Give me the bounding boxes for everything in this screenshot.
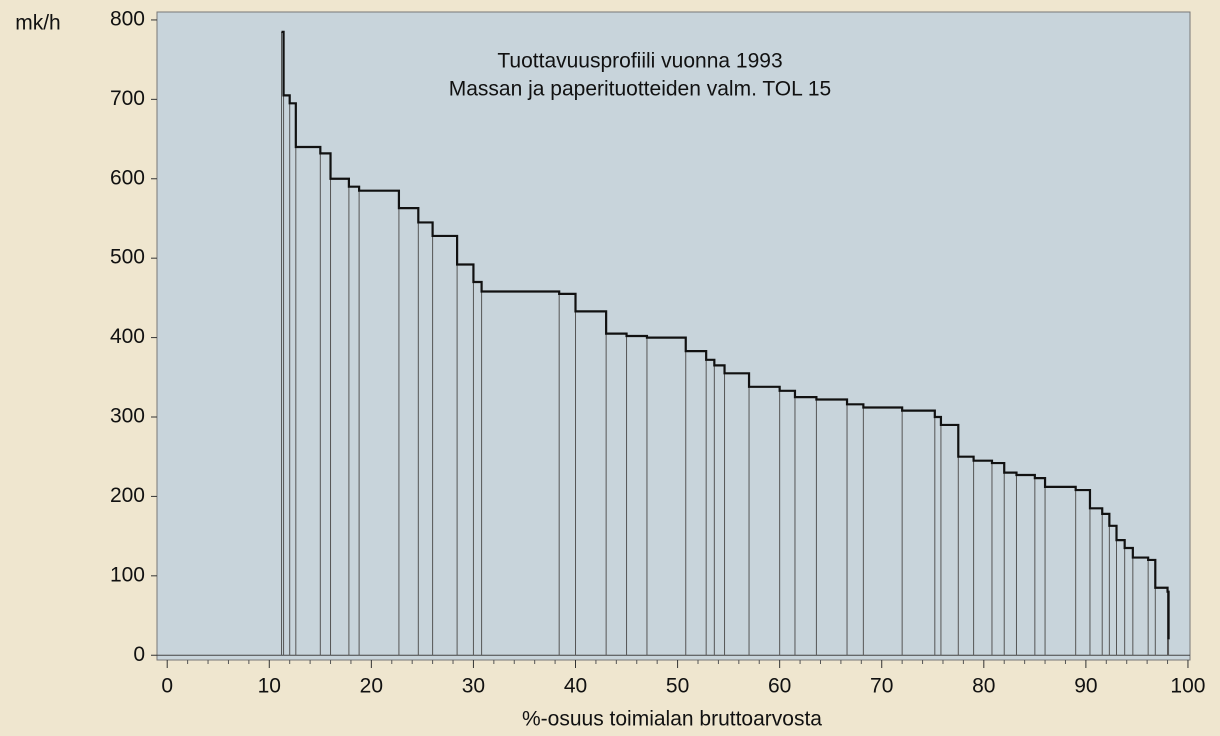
x-tick-label: 30 (462, 675, 485, 698)
x-tick-label: 20 (360, 675, 383, 698)
plot-area (156, 11, 1191, 661)
y-axis-label: mk/h (15, 12, 61, 35)
x-tick-label: 60 (768, 675, 791, 698)
x-tick-label: 10 (258, 675, 281, 698)
chart-subtitle: Massan ja paperituotteiden valm. TOL 15 (449, 78, 832, 101)
x-tick-label: 70 (870, 675, 893, 698)
x-tick-label: 100 (1170, 675, 1205, 698)
x-tick-label: 80 (972, 675, 995, 698)
x-tick-label: 0 (161, 675, 173, 698)
y-tick-label: 600 (110, 166, 145, 189)
y-tick-label: 300 (110, 405, 145, 428)
x-tick-label: 90 (1074, 675, 1097, 698)
y-tick-label: 100 (110, 563, 145, 586)
x-tick-label: 50 (666, 675, 689, 698)
y-tick-label: 0 (133, 643, 145, 666)
y-tick-label: 500 (110, 246, 145, 269)
x-axis-label: %-osuus toimialan bruttoarvosta (522, 708, 822, 731)
chart-title: Tuottavuusprofiili vuonna 1993 (497, 50, 782, 73)
y-tick-label: 800 (110, 7, 145, 30)
x-tick-label: 40 (564, 675, 587, 698)
y-tick-label: 700 (110, 87, 145, 110)
step-line (281, 30, 1170, 640)
y-tick-label: 400 (110, 325, 145, 348)
y-tick-label: 200 (110, 484, 145, 507)
